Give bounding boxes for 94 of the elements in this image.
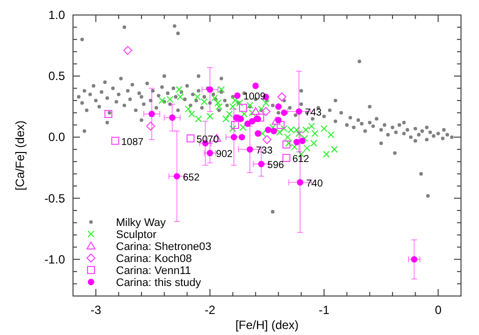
point bbox=[282, 154, 290, 162]
legend-label: Carina: this study bbox=[116, 277, 202, 289]
point bbox=[246, 102, 254, 109]
point bbox=[239, 104, 248, 112]
point bbox=[104, 110, 112, 118]
x-tick-label: -1 bbox=[318, 303, 330, 317]
point bbox=[303, 144, 310, 152]
legend-label: Sculptor bbox=[116, 229, 157, 241]
point bbox=[169, 114, 176, 121]
y-tick-label: 0.0 bbox=[48, 130, 66, 144]
point bbox=[206, 86, 214, 93]
point bbox=[275, 116, 282, 124]
annotation: 1087 bbox=[121, 136, 144, 148]
point bbox=[290, 143, 298, 150]
point bbox=[251, 107, 260, 116]
point bbox=[330, 146, 338, 153]
point bbox=[231, 120, 240, 129]
point bbox=[146, 122, 156, 131]
annotation: 596 bbox=[267, 160, 284, 172]
point bbox=[276, 120, 285, 129]
point bbox=[262, 99, 270, 106]
point bbox=[308, 122, 316, 130]
annotation: 652 bbox=[182, 172, 200, 184]
point bbox=[258, 130, 266, 138]
y-tick-label: -0.5 bbox=[44, 191, 66, 206]
point bbox=[310, 140, 318, 147]
point bbox=[277, 92, 286, 102]
point bbox=[229, 125, 236, 132]
point bbox=[186, 134, 195, 142]
point bbox=[285, 140, 292, 147]
point bbox=[188, 110, 196, 118]
point bbox=[296, 179, 304, 186]
point bbox=[123, 46, 132, 55]
point bbox=[411, 256, 418, 263]
point bbox=[174, 173, 180, 180]
annotation: 612 bbox=[292, 154, 310, 165]
point bbox=[252, 82, 259, 90]
legend-label: Carina: Koch08 bbox=[116, 253, 192, 265]
point bbox=[256, 114, 264, 122]
point bbox=[216, 103, 223, 110]
y-tick-label: -1.0 bbox=[44, 252, 66, 266]
point bbox=[226, 110, 233, 118]
point bbox=[200, 98, 208, 106]
legend-label: Carina: Shetrone03 bbox=[116, 241, 212, 253]
point bbox=[211, 94, 218, 102]
point bbox=[320, 125, 328, 132]
point bbox=[148, 110, 155, 118]
point bbox=[254, 130, 262, 137]
point bbox=[264, 126, 272, 134]
point bbox=[296, 108, 302, 115]
point bbox=[222, 115, 230, 122]
point bbox=[111, 136, 120, 145]
point bbox=[322, 150, 330, 158]
point bbox=[275, 103, 282, 110]
point bbox=[276, 128, 284, 136]
point bbox=[195, 115, 202, 122]
point bbox=[272, 116, 281, 125]
point bbox=[234, 92, 241, 99]
point bbox=[301, 134, 308, 142]
y-axis-title: [Ca/Fe] (dex) bbox=[13, 120, 27, 191]
annotation: 733 bbox=[256, 145, 274, 156]
point bbox=[282, 140, 290, 149]
point bbox=[238, 116, 244, 122]
point bbox=[240, 124, 247, 131]
x-axis-title: [Fe/H] (dex) bbox=[235, 318, 299, 332]
legend-label: Carina: Venn11 bbox=[116, 265, 192, 277]
x-tick-label: 0 bbox=[434, 303, 442, 317]
point bbox=[246, 146, 254, 153]
point bbox=[293, 138, 300, 146]
point bbox=[176, 93, 184, 100]
y-tick-label: 0.5 bbox=[48, 69, 66, 84]
point bbox=[214, 99, 222, 106]
point bbox=[284, 134, 292, 141]
point bbox=[206, 150, 214, 156]
y-tick-label: 1.0 bbox=[48, 8, 66, 22]
point bbox=[258, 106, 265, 113]
x-tick-label: -2 bbox=[204, 303, 216, 317]
point bbox=[261, 107, 270, 116]
point bbox=[230, 134, 238, 140]
point bbox=[176, 86, 183, 94]
point bbox=[302, 126, 310, 134]
x-tick-label: -3 bbox=[90, 303, 102, 317]
point bbox=[184, 106, 192, 113]
legend-label: Milky Way bbox=[116, 217, 166, 229]
point bbox=[262, 135, 272, 144]
point bbox=[258, 160, 264, 168]
point bbox=[311, 130, 318, 138]
point bbox=[299, 138, 306, 144]
annotation: 740 bbox=[306, 178, 324, 190]
point bbox=[194, 93, 201, 100]
annotation: 743 bbox=[304, 108, 322, 119]
point bbox=[270, 128, 278, 134]
annotation: 902 bbox=[216, 149, 234, 160]
point bbox=[327, 131, 334, 138]
